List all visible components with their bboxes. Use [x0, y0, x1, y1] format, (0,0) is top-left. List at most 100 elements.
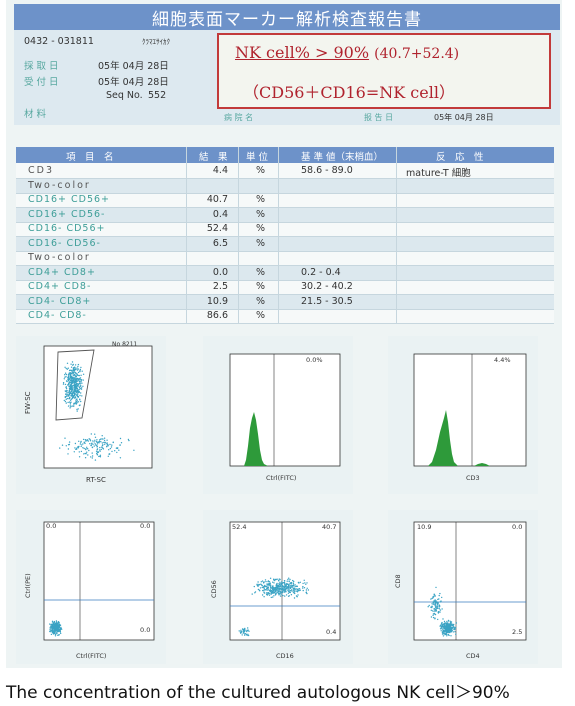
event-dot — [289, 578, 291, 581]
col-unit: 単 位 — [246, 152, 269, 163]
event-dot — [435, 605, 437, 607]
event-dot — [297, 594, 299, 596]
event-dot — [288, 588, 290, 590]
event-dot — [79, 443, 82, 445]
row-name: CD4+ CD8+ — [28, 266, 96, 278]
event-dot — [67, 377, 70, 379]
event-dot — [81, 370, 83, 372]
event-dot — [248, 630, 250, 632]
event-dot — [109, 453, 111, 455]
event-dot — [68, 401, 71, 403]
event-dot — [99, 449, 101, 451]
event-dot — [295, 588, 297, 590]
event-dot — [77, 380, 79, 382]
event-dot — [441, 624, 444, 626]
event-dot — [296, 596, 298, 598]
event-dot — [72, 374, 74, 376]
event-dot — [75, 382, 78, 385]
event-dot — [65, 376, 67, 378]
event-dot — [66, 393, 68, 395]
event-dot — [77, 446, 79, 448]
event-dot — [68, 378, 70, 381]
event-dot — [49, 630, 51, 632]
event-dot — [73, 451, 75, 453]
event-dot — [57, 634, 59, 636]
event-dot — [264, 584, 266, 587]
event-dot — [273, 578, 275, 580]
event-dot — [263, 592, 266, 594]
event-dot — [277, 592, 279, 594]
event-dot — [89, 438, 91, 441]
event-dot — [273, 595, 275, 597]
row-result: 52.4 — [206, 223, 228, 234]
event-dot — [78, 390, 80, 392]
quad2-top-right: 40.7 — [322, 523, 336, 531]
event-dot — [70, 395, 72, 397]
event-dot — [55, 629, 57, 632]
event-dot — [76, 402, 78, 404]
event-dot — [72, 367, 75, 369]
event-dot — [76, 384, 78, 386]
hist1-peak — [244, 412, 268, 466]
event-dot — [70, 391, 73, 393]
event-dot — [299, 589, 301, 591]
event-dot — [89, 443, 91, 445]
event-dot — [89, 440, 92, 442]
event-dot — [67, 448, 70, 450]
event-dot — [67, 383, 70, 386]
event-dot — [293, 591, 295, 594]
event-dot — [85, 453, 87, 455]
event-dot — [439, 625, 441, 627]
event-dot — [281, 581, 283, 583]
event-dot — [71, 381, 73, 384]
event-dot — [106, 443, 108, 445]
quad1-top-right: 0.0 — [140, 522, 150, 530]
event-dot — [441, 631, 444, 634]
event-dot — [274, 587, 276, 589]
event-dot — [453, 623, 455, 626]
event-dot — [267, 580, 269, 583]
event-dot — [302, 582, 304, 585]
event-dot — [434, 609, 437, 611]
event-dot — [65, 367, 67, 370]
event-dot — [74, 366, 76, 368]
event-dot — [78, 404, 81, 407]
event-dot — [82, 443, 84, 445]
row-result: 2.5 — [212, 281, 228, 292]
event-dot — [65, 388, 68, 390]
event-dot — [55, 626, 57, 628]
row-reference: 58.6 - 89.0 — [301, 165, 353, 176]
event-dot — [94, 443, 96, 445]
event-dot — [81, 395, 83, 397]
event-dot — [90, 433, 93, 435]
event-dot — [71, 405, 73, 407]
event-dot — [242, 630, 244, 632]
event-dot — [293, 580, 295, 583]
event-dot — [69, 392, 72, 395]
event-dot — [99, 446, 101, 449]
event-dot — [284, 583, 286, 585]
event-dot — [51, 625, 54, 627]
event-dot — [282, 588, 284, 590]
event-dot — [294, 584, 296, 586]
event-dot — [284, 591, 286, 593]
event-dot — [269, 577, 272, 579]
event-dot — [67, 401, 69, 404]
event-dot — [64, 383, 67, 386]
event-dot — [57, 629, 60, 632]
event-dot — [434, 613, 437, 616]
event-dot — [445, 633, 447, 636]
event-dot — [50, 633, 53, 636]
event-dot — [263, 596, 265, 598]
event-dot — [69, 376, 71, 379]
event-dot — [284, 595, 286, 597]
event-dot — [267, 586, 270, 589]
event-dot — [245, 633, 248, 636]
event-dot — [240, 629, 242, 631]
event-dot — [79, 399, 81, 401]
event-dot — [433, 594, 436, 596]
event-dot — [277, 590, 280, 593]
event-dot — [434, 618, 436, 620]
event-dot — [69, 404, 72, 406]
event-dot — [293, 589, 295, 591]
